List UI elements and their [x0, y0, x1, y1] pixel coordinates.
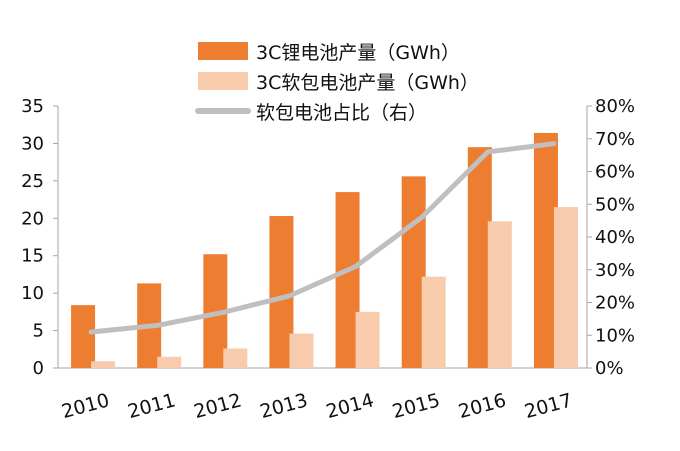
y-left-tick-label: 10	[21, 283, 44, 304]
legend-label-2: 软包电池占比（右）	[256, 102, 427, 124]
bar-3c-pouch-2016	[487, 221, 512, 368]
y-left-tick-label: 15	[21, 246, 44, 267]
y-left-tick-label: 25	[21, 171, 44, 192]
x-tick-label-2011: 2011	[125, 389, 177, 423]
x-tick-labels: 2010 2011 2012 2013 2014 2015 2016 2017	[59, 389, 574, 423]
bar-3c-pouch-2015	[421, 276, 446, 368]
bar-3c-pouch-2017	[553, 207, 578, 368]
bar-3c-pouch-2010	[91, 361, 116, 368]
y-left-tick-label: 0	[33, 358, 44, 379]
y-right-tick-label: 70%	[595, 129, 635, 150]
bars	[71, 132, 578, 368]
y-left-tick-label: 5	[33, 321, 44, 342]
x-tick-label-2017: 2017	[522, 389, 574, 423]
bar-3c-pouch-2013	[289, 333, 314, 368]
legend-label-1: 3C软包电池产量（GWh）	[256, 72, 479, 94]
y-right-tick-label: 60%	[595, 162, 635, 183]
x-tick-label-2013: 2013	[258, 389, 310, 423]
y-left-tick-label: 30	[21, 133, 44, 154]
y-right-tick-label: 50%	[595, 194, 635, 215]
y-right-tick-label: 0%	[595, 358, 624, 379]
ratio-line-group	[88, 141, 557, 335]
x-tick-label-2010: 2010	[59, 389, 111, 423]
y-left-tick-label: 35	[21, 96, 44, 117]
y-left-tick-label: 20	[21, 208, 44, 229]
bar-3c-pouch-2012	[223, 348, 248, 368]
y-right-tick-label: 80%	[595, 96, 635, 117]
legend-swatch-0	[198, 42, 248, 60]
bar-3c-pouch-2014	[355, 311, 380, 368]
axes: 0 5 10 15 20 25 30 35 0% 10% 20% 30% 40% 50% 60% 70% 80%	[21, 96, 635, 379]
y-right-tick-label: 10%	[595, 325, 635, 346]
bar-3c-pouch-2011	[157, 356, 182, 368]
legend-label-0: 3C锂电池产量（GWh）	[256, 42, 460, 64]
legend: 3C锂电池产量（GWh） 3C软包电池产量（GWh） 软包电池占比（右）	[195, 42, 479, 124]
bar-3c-lithium-2010	[71, 305, 96, 368]
x-tick-label-2015: 2015	[390, 389, 442, 423]
y-right-tick-label: 30%	[595, 260, 635, 281]
x-tick-label-2014: 2014	[324, 389, 376, 423]
legend-swatch-1	[198, 72, 248, 90]
x-tick-label-2016: 2016	[456, 389, 508, 423]
y-right-tick-label: 40%	[595, 227, 635, 248]
pouch-share-line	[88, 141, 557, 335]
x-tick-label-2012: 2012	[192, 389, 244, 423]
y-right-tick-label: 20%	[595, 293, 635, 314]
